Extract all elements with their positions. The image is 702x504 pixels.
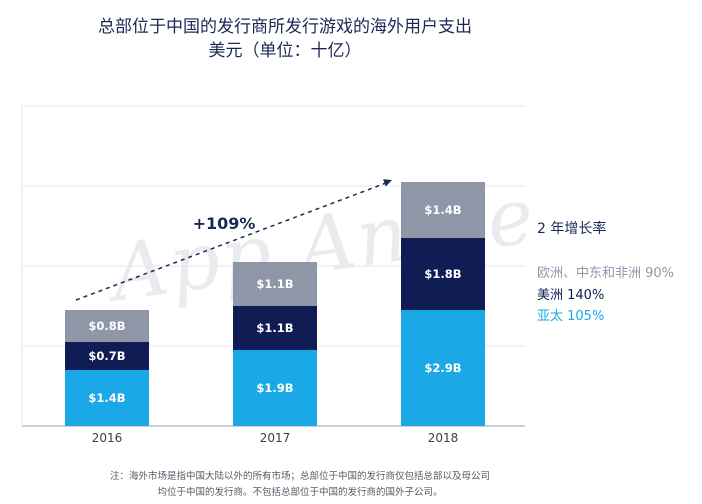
bar-value-label: $1.9B — [256, 381, 293, 395]
bar-segment — [401, 238, 485, 310]
bar-segment — [401, 310, 485, 426]
x-tick-label: 2016 — [92, 431, 123, 445]
chart-bars: $1.4B $0.7B $0.8B $1.9B $1.1B $1.1B $2.9B $1.8B… — [65, 182, 485, 426]
legend-item-emea: 欧洲、中东和非洲 90% — [537, 266, 675, 281]
bar-value-label: $1.4B — [424, 203, 461, 217]
growth-annotation: +109% — [75, 179, 392, 301]
growth-arrow-line — [75, 182, 387, 301]
bar-value-label: $1.1B — [256, 321, 293, 335]
bar-value-label: $1.1B — [256, 277, 293, 291]
x-tick-label: 2017 — [260, 431, 291, 445]
legend-heading: 2 年增长率 — [537, 221, 607, 237]
bar-segment — [233, 306, 317, 350]
bar-value-label: $0.8B — [88, 319, 125, 333]
x-axis-labels: 2016 2017 2018 — [92, 431, 459, 445]
bar-value-label: $2.9B — [424, 361, 461, 375]
bar-segment — [401, 182, 485, 238]
chart-title: 总部位于中国的发行商所发行游戏的海外用户支出 — [98, 17, 472, 37]
footnote-line-2: 均位于中国的发行商。不包括总部位于中国的发行商的国外子公司。 — [157, 487, 443, 498]
bar-value-label: $0.7B — [88, 349, 125, 363]
chart-subtitle: 美元（单位：十亿） — [208, 41, 362, 61]
bar-segment — [65, 342, 149, 370]
bar-value-label: $1.4B — [88, 391, 125, 405]
growth-arrow-head — [383, 179, 392, 187]
legend-item-americas: 美洲 140% — [537, 288, 605, 303]
x-tick-label: 2018 — [428, 431, 459, 445]
bar-segment — [65, 310, 149, 342]
bar-segment — [233, 350, 317, 426]
bar-segment — [65, 370, 149, 426]
bar-segment — [233, 262, 317, 306]
footnote-line-1: 注：海外市场是指中国大陆以外的所有市场；总部位于中国的发行商仅包括总部以及母公司 — [109, 471, 490, 482]
legend-item-apac: 亚太 105% — [537, 309, 605, 324]
bar-value-label: $1.8B — [424, 267, 461, 281]
growth-annotation-label: +109% — [193, 214, 256, 233]
